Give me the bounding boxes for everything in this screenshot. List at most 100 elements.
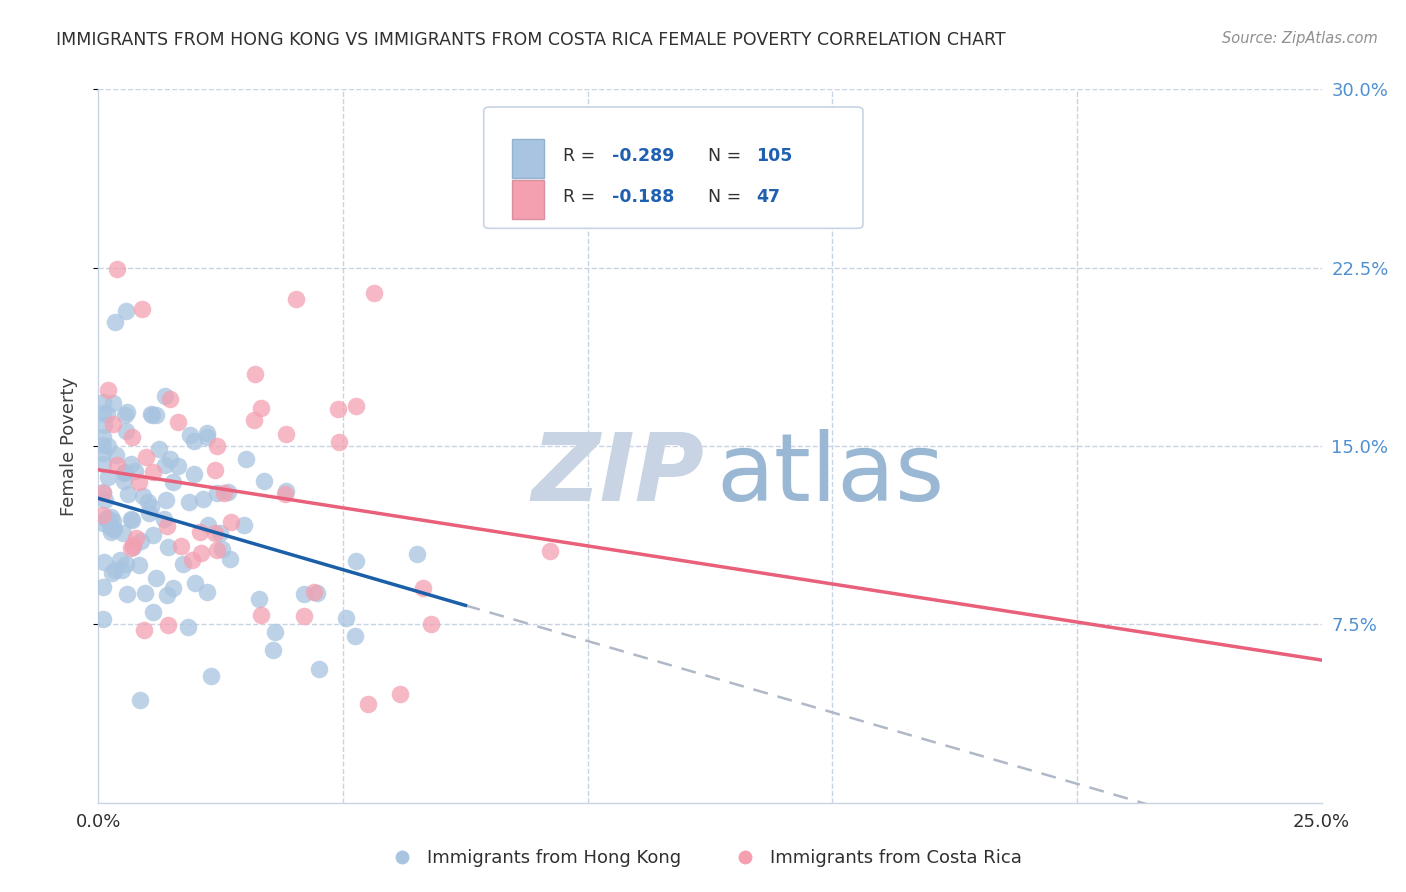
FancyBboxPatch shape [484,107,863,228]
Point [97,470,120,484]
Point [356,698,378,712]
Legend: Immigrants from Hong Kong, Immigrants from Costa Rica: Immigrants from Hong Kong, Immigrants fr… [377,842,1029,874]
Point [177,620,200,634]
Point [114,557,136,571]
Point [114,425,136,439]
Point [105,261,128,276]
Point [110,553,132,567]
Point [405,547,427,561]
Point [538,544,561,558]
Point [138,507,160,521]
Point [91,446,114,460]
Point [104,449,127,463]
Point [284,292,307,306]
Point [96,407,118,421]
Point [101,514,124,528]
Text: Source: ZipAtlas.com: Source: ZipAtlas.com [1222,31,1378,46]
Point [420,617,443,632]
Point [91,407,114,421]
Text: IMMIGRANTS FROM HONG KONG VS IMMIGRANTS FROM COSTA RICA FEMALE POVERTY CORRELATI: IMMIGRANTS FROM HONG KONG VS IMMIGRANTS … [56,31,1005,49]
Point [132,489,155,503]
Point [219,515,242,529]
Point [112,467,135,481]
Text: -0.188: -0.188 [612,188,675,206]
Point [93,418,115,433]
Point [262,642,284,657]
Point [125,531,148,545]
Point [292,586,315,600]
Point [184,575,207,590]
Point [167,415,190,429]
Point [218,551,240,566]
Point [195,584,218,599]
Point [121,538,143,552]
Point [183,434,205,449]
Point [197,517,219,532]
Point [328,435,350,450]
Point [103,522,125,536]
Text: R =: R = [564,147,600,165]
Point [204,526,226,541]
Point [103,396,125,410]
Point [212,485,235,500]
Point [162,475,184,489]
Point [344,554,367,568]
Point [208,526,231,541]
Point [114,408,136,422]
Point [141,407,163,421]
Point [91,438,114,452]
Point [104,315,127,329]
Point [91,395,114,409]
Point [132,624,155,638]
Point [326,401,349,416]
Point [363,285,385,300]
Point [107,458,129,472]
Point [142,465,165,479]
Point [124,464,146,478]
Point [128,475,150,489]
Point [211,542,233,557]
Bar [512,180,544,219]
Point [129,693,152,707]
Point [91,516,114,530]
Point [104,563,127,577]
Point [253,474,276,488]
Point [139,500,162,514]
Point [412,582,434,596]
Point [344,399,367,413]
Point [121,540,143,554]
Point [250,401,273,415]
Point [135,450,157,464]
Point [129,533,152,548]
Point [93,485,115,500]
Point [155,389,177,403]
Point [205,439,228,453]
Point [94,512,117,526]
Point [117,487,139,501]
Point [112,474,135,488]
Point [100,510,122,524]
Point [142,528,165,542]
Point [101,566,124,581]
Point [97,383,120,397]
Point [114,465,136,479]
Point [141,409,163,423]
Point [98,515,121,529]
Point [117,405,139,419]
Point [217,484,239,499]
Text: 47: 47 [756,188,780,206]
Point [193,491,215,506]
Point [111,563,134,577]
Point [274,483,297,498]
Point [96,511,118,525]
Point [204,463,226,477]
Point [308,663,330,677]
Point [274,487,297,501]
Point [179,427,201,442]
Point [157,618,180,632]
Point [274,427,297,442]
Text: ZIP: ZIP [531,428,704,521]
Point [195,430,218,444]
Point [91,457,114,471]
Point [159,392,181,406]
